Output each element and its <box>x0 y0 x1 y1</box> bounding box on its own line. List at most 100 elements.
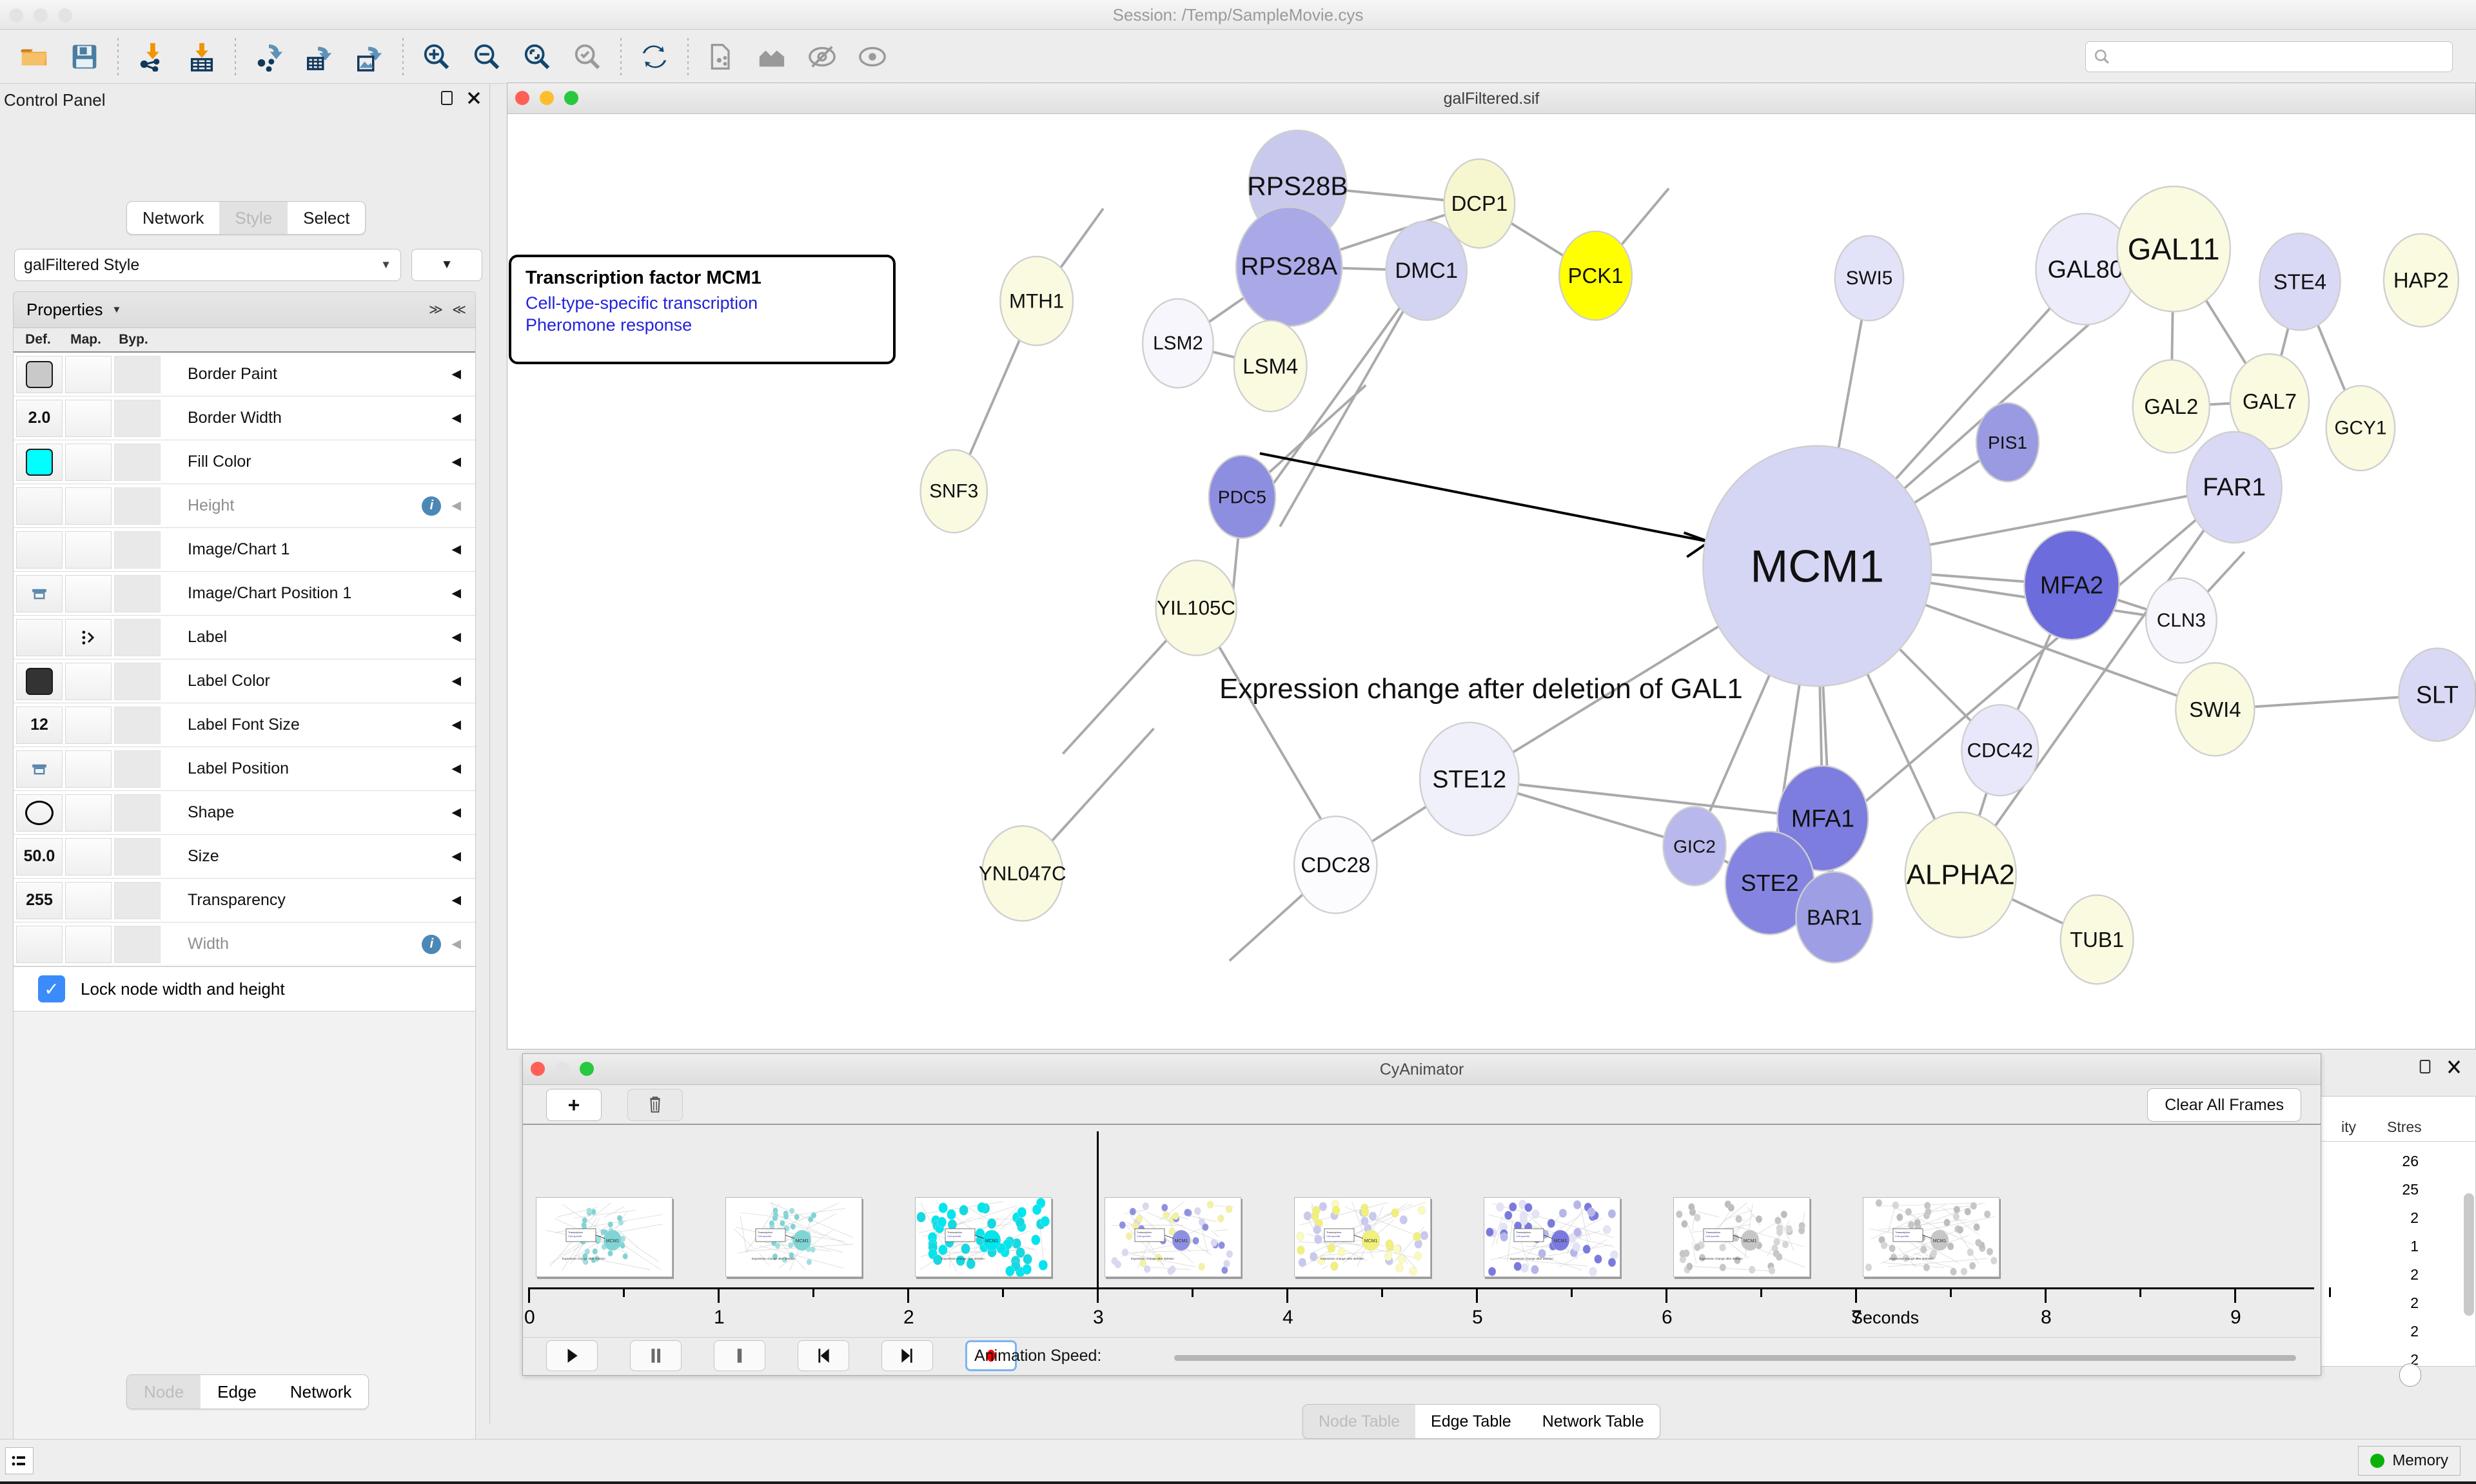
network-node[interactable]: LSM4 <box>1233 320 1308 413</box>
tab-edge[interactable]: Edge <box>217 1382 257 1401</box>
bottom-table-tabs[interactable]: Node Table Edge Table Network Table <box>1302 1404 1660 1439</box>
lock-node-size-row[interactable]: ✓ Lock node width and height <box>14 966 475 1011</box>
network-node[interactable]: FAR1 <box>2186 431 2283 544</box>
network-node[interactable]: CDC28 <box>1293 815 1378 914</box>
property-default-cell[interactable] <box>16 618 63 656</box>
property-default-cell[interactable] <box>16 531 63 569</box>
expand-property-icon[interactable]: ◀ <box>451 937 461 951</box>
property-row[interactable]: Label Position ◀ <box>14 747 475 791</box>
property-mapping-cell[interactable] <box>65 443 112 481</box>
network-node[interactable]: PCK1 <box>1558 230 1633 321</box>
property-mapping-cell[interactable] <box>65 706 112 744</box>
network-node[interactable]: YNL047C <box>979 825 1066 922</box>
property-row[interactable]: Border Paint ◀ <box>14 353 475 396</box>
expand-property-icon[interactable]: ◀ <box>451 543 461 556</box>
export-image-icon[interactable] <box>344 32 395 81</box>
expand-property-icon[interactable]: ◀ <box>451 850 461 863</box>
minimize-cyanimator-button[interactable] <box>555 1062 569 1076</box>
property-mapping-cell[interactable] <box>65 750 112 788</box>
property-bypass-cell[interactable] <box>114 443 161 481</box>
animation-frame[interactable]: MCM1 Transcription Cell-specific Expression… <box>1484 1197 1620 1277</box>
animation-frame[interactable]: MCM1 Transcription Cell-specific Expression… <box>725 1197 862 1277</box>
property-row[interactable]: 50.0 Size ◀ <box>14 835 475 879</box>
property-bypass-cell[interactable] <box>114 837 161 875</box>
network-node[interactable]: SLT <box>2398 647 2475 742</box>
property-mapping-cell[interactable] <box>65 574 112 612</box>
info-icon[interactable]: i <box>422 496 442 516</box>
chevron-down-icon[interactable]: ▼ <box>112 304 122 315</box>
tab-select[interactable]: Select <box>303 208 350 228</box>
control-panel-bottom-tabs[interactable]: Node Edge Network <box>126 1374 369 1409</box>
maximize-cyanimator-button[interactable] <box>580 1062 594 1076</box>
network-edge[interactable] <box>1248 269 1428 518</box>
property-row[interactable]: Width i ◀ <box>14 923 475 966</box>
zoom-in-icon[interactable] <box>411 32 462 81</box>
property-mapping-cell[interactable] <box>65 925 112 963</box>
property-mapping-cell[interactable] <box>65 399 112 437</box>
network-node[interactable]: DCP1 <box>1443 158 1516 249</box>
style-options-button[interactable]: ▼ <box>411 249 482 281</box>
minimize-window-button[interactable] <box>34 8 48 23</box>
property-bypass-cell[interactable] <box>114 662 161 700</box>
animation-frame[interactable]: MCM1 Transcription Cell-specific Expression… <box>536 1197 673 1277</box>
network-node[interactable]: MFA2 <box>2023 529 2120 641</box>
pause-button[interactable] <box>630 1340 682 1371</box>
property-bypass-cell[interactable] <box>114 355 161 393</box>
hide-icon[interactable] <box>797 32 847 81</box>
property-mapping-cell[interactable] <box>65 487 112 525</box>
close-network-button[interactable] <box>515 91 529 105</box>
network-node[interactable]: SNF3 <box>919 449 988 534</box>
property-mapping-cell[interactable] <box>65 531 112 569</box>
animation-speed-knob[interactable] <box>2399 1363 2421 1387</box>
status-list-button[interactable] <box>5 1447 34 1474</box>
tab-node-table[interactable]: Node Table <box>1303 1405 1416 1438</box>
expand-property-icon[interactable]: ◀ <box>451 893 461 907</box>
network-node[interactable]: GCY1 <box>2325 385 2396 472</box>
collapse-all-icon[interactable]: ≫ <box>429 302 444 317</box>
network-node[interactable]: SWI4 <box>2175 662 2255 757</box>
control-panel-tabs[interactable]: Network Style Select <box>126 201 366 235</box>
property-default-cell[interactable]: 255 <box>16 881 63 919</box>
property-bypass-cell[interactable] <box>114 399 161 437</box>
property-default-cell[interactable] <box>16 443 63 481</box>
network-node[interactable]: LSM2 <box>1141 298 1214 389</box>
property-default-cell[interactable] <box>16 925 63 963</box>
skip-to-end-button[interactable] <box>881 1340 933 1371</box>
property-row[interactable]: Label ◀ <box>14 616 475 659</box>
property-mapping-cell[interactable] <box>65 355 112 393</box>
lock-node-size-checkbox[interactable]: ✓ <box>38 975 65 1002</box>
save-icon[interactable] <box>59 32 110 81</box>
network-node[interactable]: RPS28A <box>1235 206 1343 327</box>
expand-property-icon[interactable]: ◀ <box>451 367 461 381</box>
property-default-cell[interactable]: 12 <box>16 706 63 744</box>
expand-property-icon[interactable]: ◀ <box>451 718 461 732</box>
property-default-cell[interactable] <box>16 750 63 788</box>
new-network-icon[interactable] <box>696 32 747 81</box>
network-node[interactable]: CLN3 <box>2145 577 2217 664</box>
expand-property-icon[interactable]: ◀ <box>451 411 461 425</box>
expand-property-icon[interactable]: ◀ <box>451 499 461 513</box>
animation-frame[interactable]: MCM1 Transcription Cell-specific Expression… <box>1105 1197 1241 1277</box>
record-button[interactable] <box>965 1340 1017 1371</box>
network-node[interactable]: STE12 <box>1419 721 1520 837</box>
import-table-icon[interactable] <box>177 32 227 81</box>
skip-to-start-button[interactable] <box>798 1340 849 1371</box>
property-bypass-cell[interactable] <box>114 794 161 832</box>
property-mapping-cell[interactable] <box>65 618 112 656</box>
expand-property-icon[interactable]: ◀ <box>451 762 461 776</box>
zoom-selected-icon[interactable] <box>562 32 613 81</box>
property-row[interactable]: Shape ◀ <box>14 791 475 835</box>
export-table-icon[interactable] <box>294 32 344 81</box>
animation-frame[interactable]: MCM1 Transcription Cell-specific Expression… <box>1294 1197 1431 1277</box>
property-default-cell[interactable] <box>16 355 63 393</box>
network-node[interactable]: BAR1 <box>1795 871 1874 964</box>
tab-network[interactable]: Network <box>142 208 204 228</box>
zoom-fit-icon[interactable] <box>512 32 562 81</box>
network-node[interactable]: GIC2 <box>1662 806 1727 886</box>
search-input[interactable] <box>2085 41 2453 72</box>
property-row[interactable]: 255 Transparency ◀ <box>14 879 475 923</box>
property-row[interactable]: Label Color ◀ <box>14 659 475 703</box>
tab-style[interactable]: Style <box>219 202 288 234</box>
property-row[interactable]: Fill Color ◀ <box>14 440 475 484</box>
tab-network-table[interactable]: Network Table <box>1542 1412 1644 1430</box>
